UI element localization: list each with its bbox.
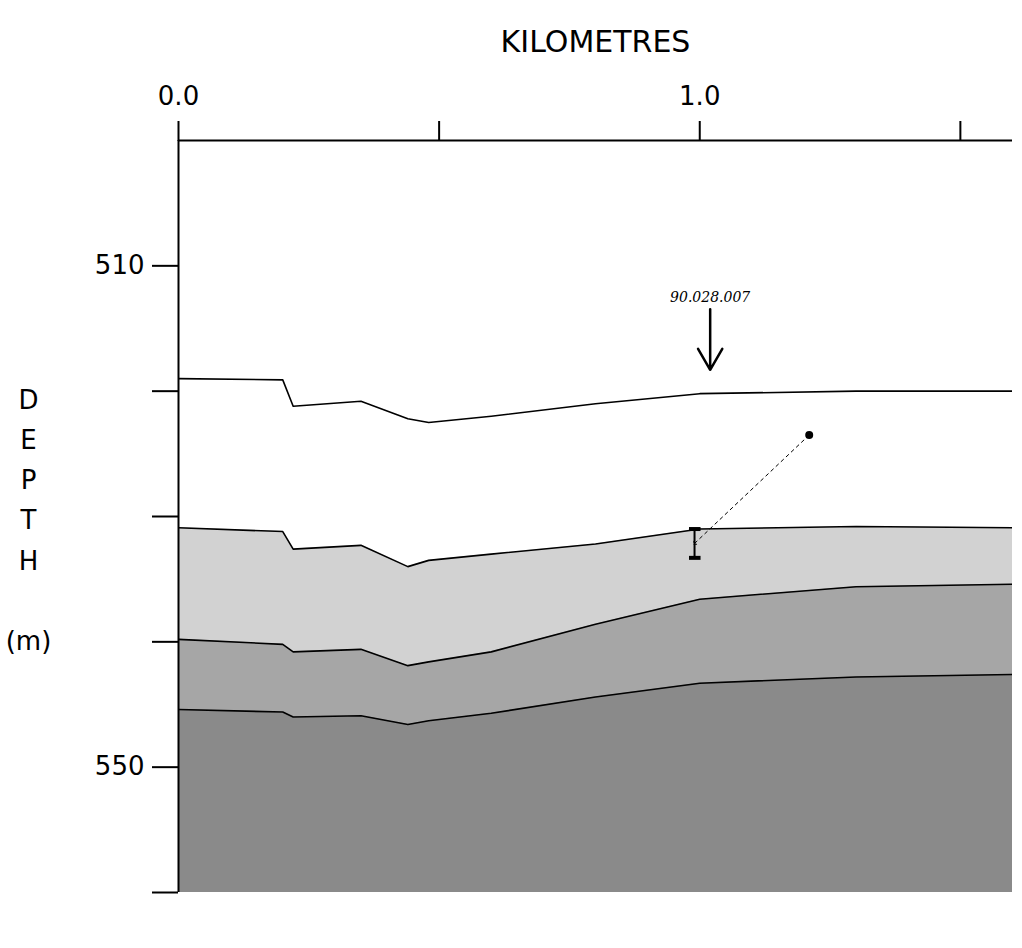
- svg-text:DEPTH(m): DEPTH(m): [6, 384, 52, 656]
- svg-text:1.0: 1.0: [679, 81, 720, 111]
- svg-text:510: 510: [95, 250, 145, 280]
- svg-text:KILOMETRES: KILOMETRES: [501, 24, 691, 59]
- svg-text:0.0: 0.0: [158, 81, 199, 111]
- svg-text:550: 550: [95, 751, 145, 781]
- svg-text:90.028.007: 90.028.007: [670, 289, 750, 305]
